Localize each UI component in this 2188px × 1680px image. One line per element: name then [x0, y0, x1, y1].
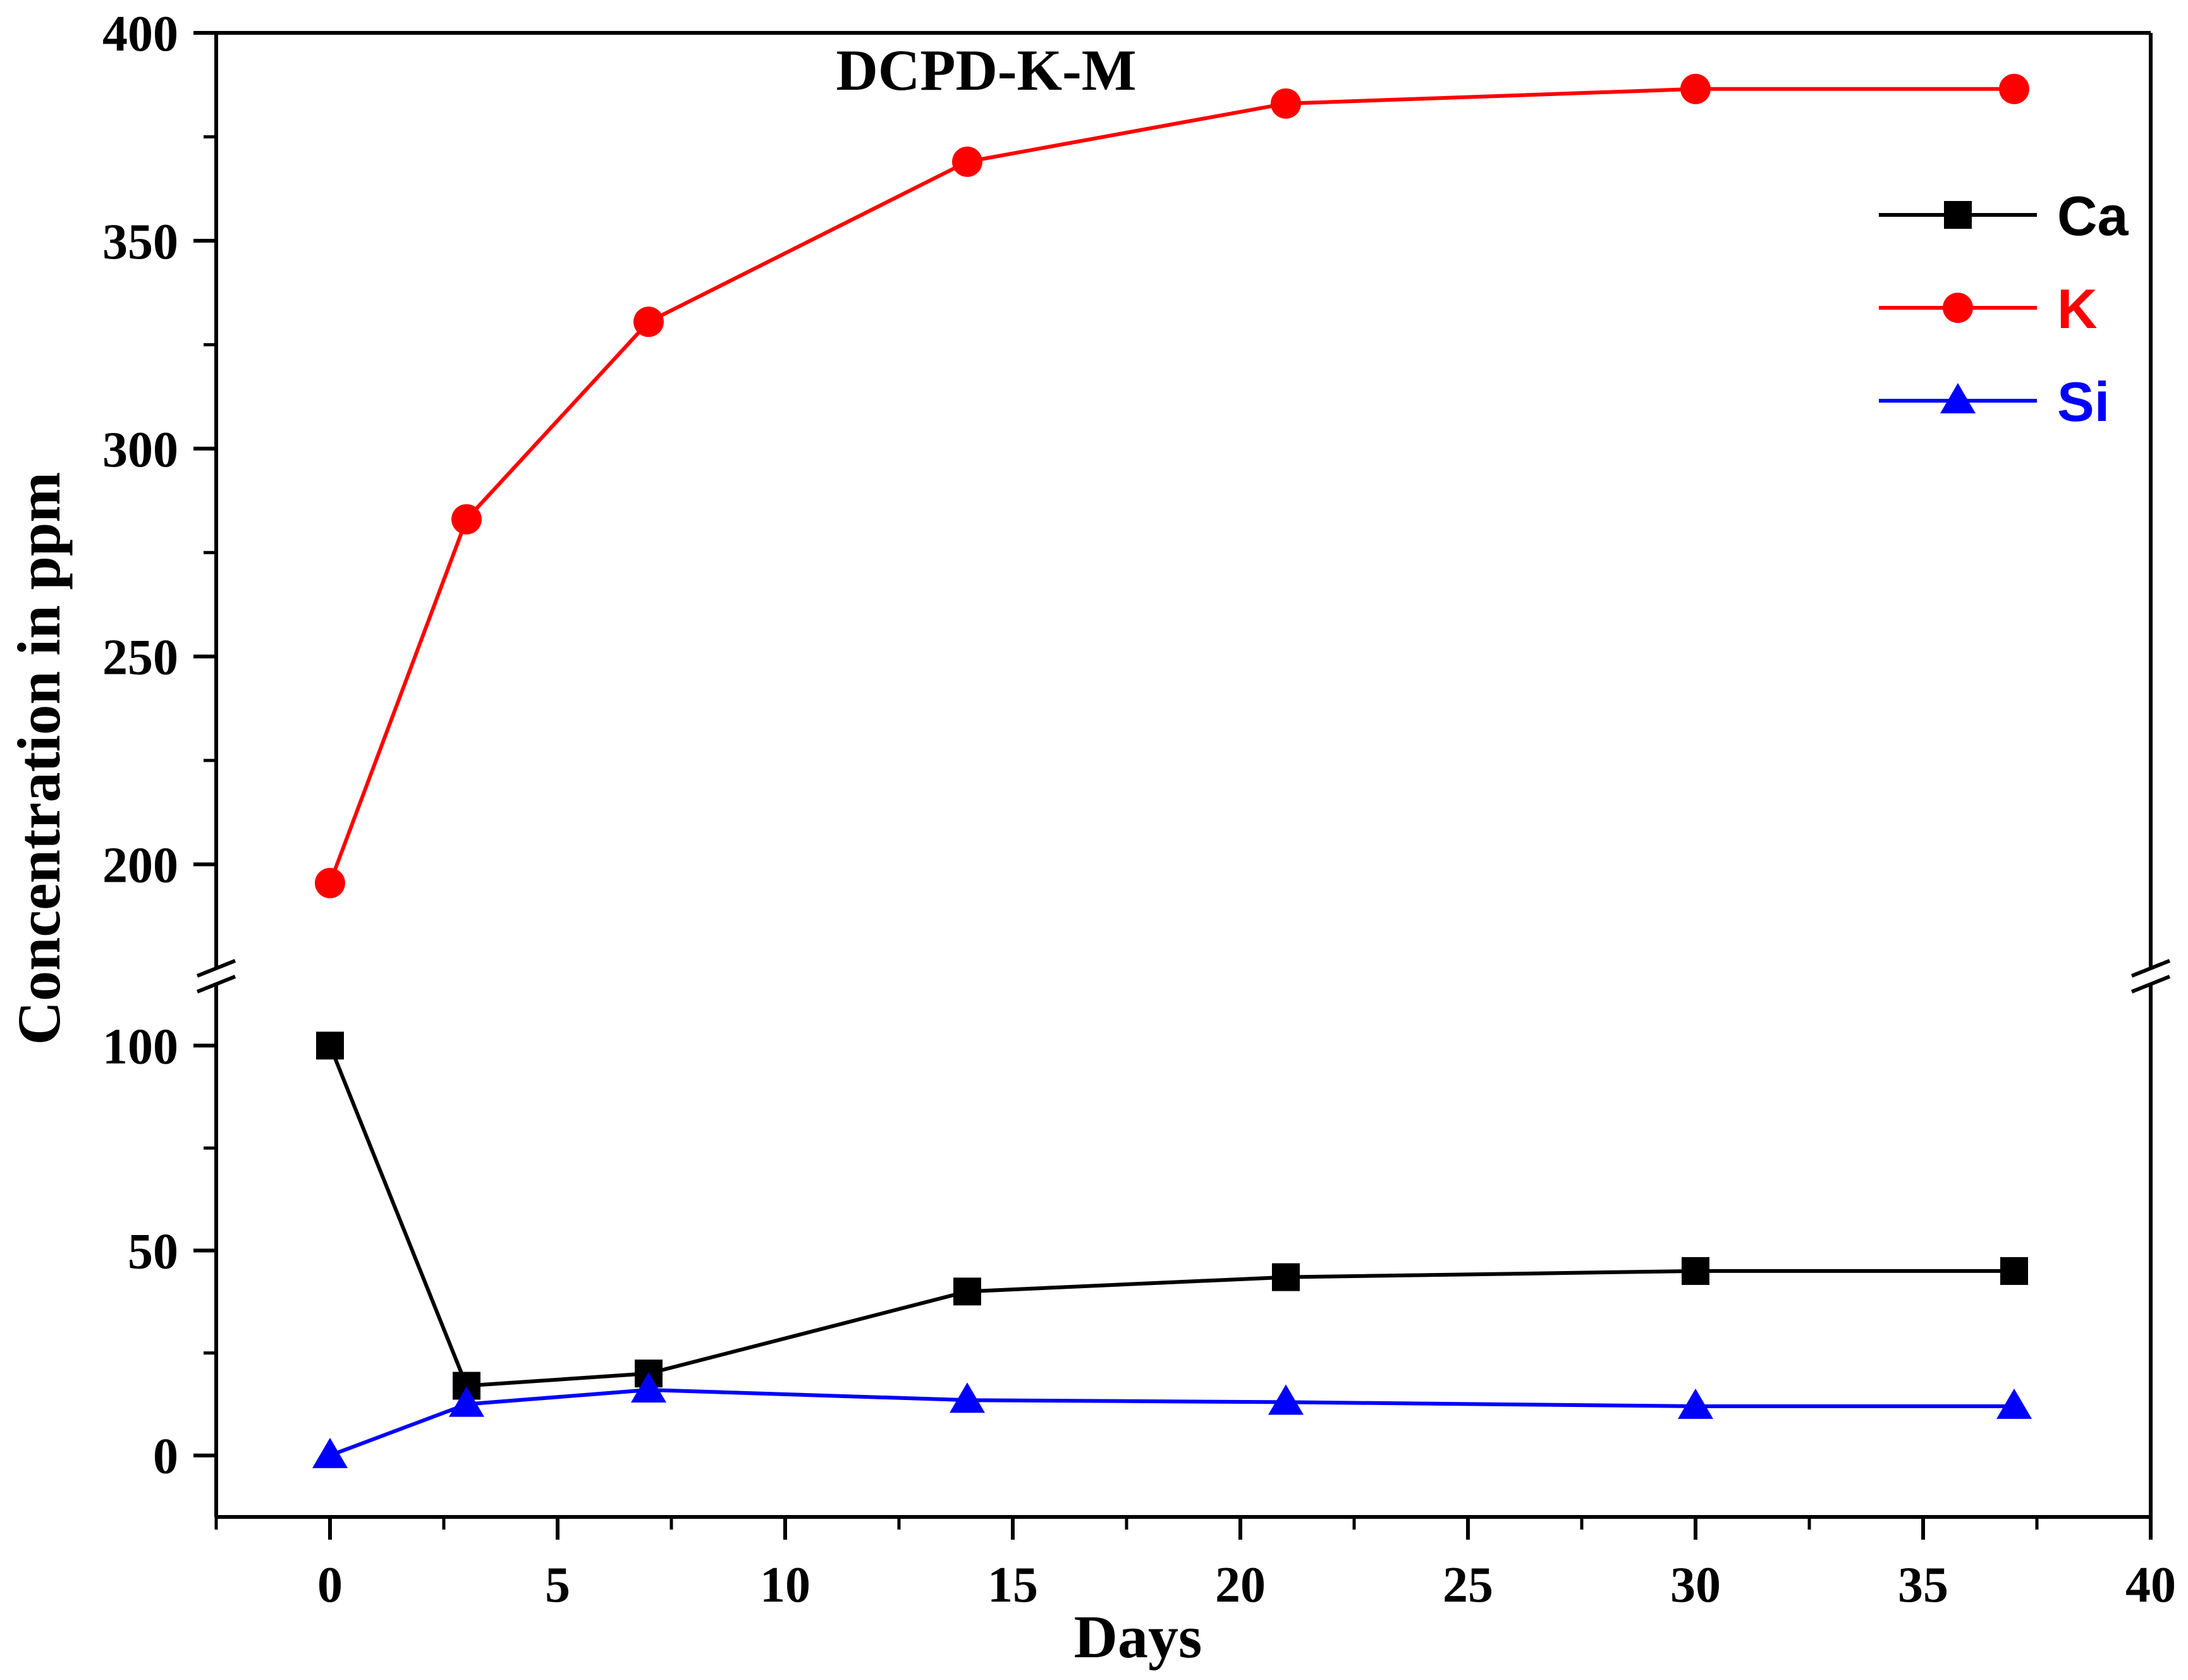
x-tick-label: 35: [1898, 1557, 1948, 1613]
y-tick-label: 50: [128, 1224, 178, 1280]
legend: Ca K Si: [1879, 185, 2129, 433]
x-tick-label: 25: [1443, 1557, 1493, 1613]
data-point-si: [1996, 1389, 2032, 1419]
data-point-ca: [316, 1032, 344, 1059]
data-point-k: [1999, 74, 2029, 104]
y-tick-label: 250: [102, 630, 178, 686]
data-point-k: [952, 147, 982, 177]
data-point-ca: [2000, 1257, 2028, 1285]
y-axis-title: Concentration in ppm: [5, 472, 73, 1045]
x-axis-title: Days: [1074, 1603, 1202, 1671]
series-layer: [312, 74, 2032, 1468]
legend-marker-k: [1943, 293, 1973, 323]
y-tick-label: 350: [102, 214, 178, 270]
data-point-ca: [1682, 1257, 1709, 1285]
x-tick-label: 15: [987, 1557, 1038, 1613]
data-point-k: [451, 504, 482, 535]
data-point-si: [1678, 1389, 1713, 1419]
x-tick-label: 40: [2125, 1557, 2176, 1613]
data-point-si: [950, 1382, 985, 1413]
x-tick-label: 5: [545, 1557, 570, 1613]
chart-title: DCPD-K-M: [836, 38, 1136, 102]
data-point-ca: [1272, 1263, 1300, 1291]
chart: 0 5 10 15 20 25 30 35 40050100200250300350400 Ca…: [0, 0, 2188, 1680]
data-point-si: [1268, 1384, 1304, 1415]
legend-marker-si: [1940, 383, 1976, 413]
series-line-ca: [330, 1045, 2014, 1385]
y-tick-label: 300: [102, 422, 178, 478]
legend-marker-ca: [1944, 201, 1972, 229]
legend-label-si: Si: [2057, 370, 2110, 433]
data-point-k: [1680, 74, 1711, 104]
series-line-k: [330, 89, 2014, 883]
x-tick-label: 20: [1215, 1557, 1266, 1613]
x-tick-label: 30: [1670, 1557, 1721, 1613]
data-point-k: [1271, 88, 1301, 119]
y-tick-label: 100: [102, 1019, 178, 1074]
data-point-k: [633, 307, 664, 337]
y-tick-label: 0: [153, 1429, 178, 1485]
series-line-si: [330, 1390, 2014, 1456]
legend-label-k: K: [2057, 277, 2098, 340]
x-tick-label: 10: [760, 1557, 810, 1613]
y-tick-label: 400: [102, 6, 178, 62]
data-point-ca: [953, 1277, 981, 1305]
data-point-k: [315, 868, 345, 898]
x-tick-label: 0: [317, 1557, 343, 1613]
data-point-si: [312, 1438, 348, 1468]
y-tick-label: 200: [102, 838, 178, 894]
legend-label-ca: Ca: [2057, 185, 2129, 247]
